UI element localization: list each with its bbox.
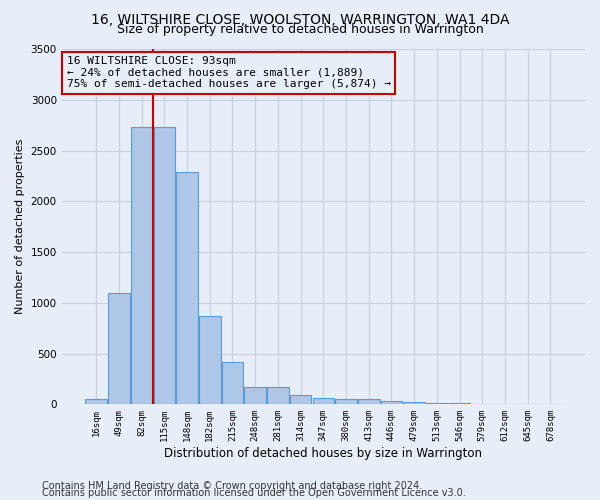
Bar xyxy=(335,398,357,404)
Bar xyxy=(85,398,107,404)
Y-axis label: Number of detached properties: Number of detached properties xyxy=(15,139,25,314)
Text: Contains public sector information licensed under the Open Government Licence v3: Contains public sector information licen… xyxy=(42,488,466,498)
Bar xyxy=(176,172,198,404)
Text: Size of property relative to detached houses in Warrington: Size of property relative to detached ho… xyxy=(116,22,484,36)
Bar xyxy=(313,398,334,404)
Text: 16 WILTSHIRE CLOSE: 93sqm
← 24% of detached houses are smaller (1,889)
75% of se: 16 WILTSHIRE CLOSE: 93sqm ← 24% of detac… xyxy=(67,56,391,90)
Text: Contains HM Land Registry data © Crown copyright and database right 2024.: Contains HM Land Registry data © Crown c… xyxy=(42,481,422,491)
Bar xyxy=(380,402,402,404)
Bar xyxy=(267,387,289,404)
Bar xyxy=(154,127,175,404)
Bar xyxy=(244,386,266,404)
Bar xyxy=(403,402,425,404)
Bar xyxy=(449,403,470,404)
Bar xyxy=(131,127,152,404)
Bar xyxy=(108,292,130,405)
Bar xyxy=(426,402,448,404)
Bar xyxy=(358,398,380,404)
Bar xyxy=(222,362,243,405)
Bar xyxy=(199,316,221,404)
Bar xyxy=(290,394,311,404)
Text: 16, WILTSHIRE CLOSE, WOOLSTON, WARRINGTON, WA1 4DA: 16, WILTSHIRE CLOSE, WOOLSTON, WARRINGTO… xyxy=(91,12,509,26)
X-axis label: Distribution of detached houses by size in Warrington: Distribution of detached houses by size … xyxy=(164,447,482,460)
